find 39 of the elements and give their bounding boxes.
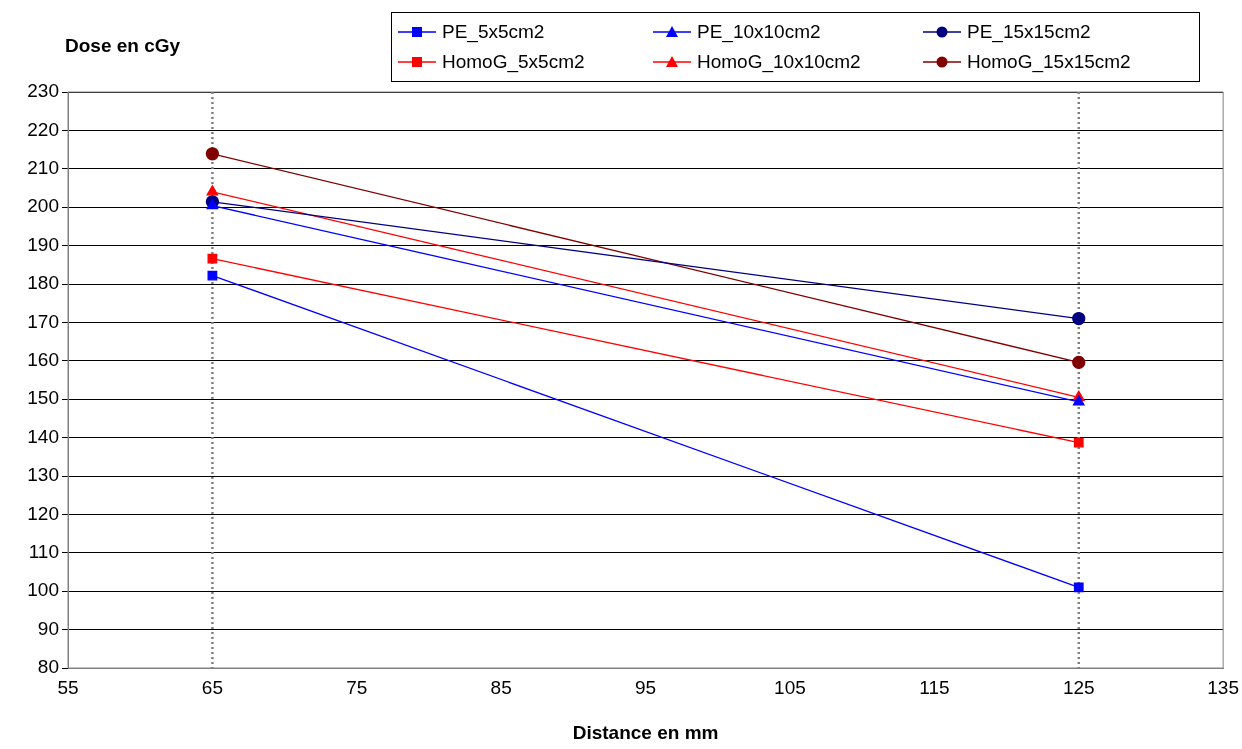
- y-tick-label: 200: [27, 195, 59, 217]
- y-tick-label: 180: [27, 272, 59, 294]
- x-tick-label: 55: [57, 676, 79, 698]
- point: [1073, 582, 1084, 593]
- x-tick-label: 125: [1062, 676, 1095, 698]
- y-tick-label: 150: [27, 387, 59, 409]
- point: [1073, 437, 1084, 448]
- y-axis-title: Dose en cGy: [65, 35, 181, 56]
- y-tick-label: 110: [28, 541, 59, 563]
- x-tick-label: 105: [774, 676, 806, 698]
- y-tick-label: 130: [27, 464, 59, 486]
- point: [207, 253, 218, 264]
- point: [1072, 355, 1086, 369]
- y-tick-label: 210: [27, 157, 59, 179]
- y-tick-label: 230: [27, 80, 59, 102]
- x-tick-label: 65: [201, 676, 223, 698]
- x-tick-label: 75: [346, 676, 368, 698]
- legend-label: PE_15x15cm2: [967, 21, 1091, 43]
- point: [205, 147, 220, 161]
- y-tick-label: 160: [27, 349, 59, 371]
- legend-label: PE_5x5cm2: [442, 21, 545, 43]
- y-tick-label: 80: [37, 656, 59, 678]
- x-axis-title: Distance en mm: [572, 721, 719, 743]
- y-tick-label: 100: [27, 579, 59, 601]
- y-tick-label: 190: [27, 233, 59, 255]
- legend-label: HomoG_15x15cm2: [967, 51, 1131, 73]
- point: [1072, 311, 1086, 326]
- y-tick-label: 90: [37, 617, 59, 639]
- y-tick-label: 120: [27, 502, 59, 524]
- x-tick-label: 85: [490, 676, 512, 698]
- y-tick-label: 220: [27, 118, 59, 140]
- legend-label: PE_10x10cm2: [697, 21, 821, 43]
- legend-label: HomoG_10x10cm2: [697, 51, 861, 73]
- x-tick-label: 115: [919, 676, 950, 698]
- x-tick-label: 95: [635, 676, 657, 698]
- legend-label: HomoG_5x5cm2: [442, 51, 585, 73]
- y-tick-label: 170: [27, 310, 59, 332]
- y-tick-label: 140: [27, 425, 59, 447]
- x-tick-label: 135: [1207, 676, 1239, 698]
